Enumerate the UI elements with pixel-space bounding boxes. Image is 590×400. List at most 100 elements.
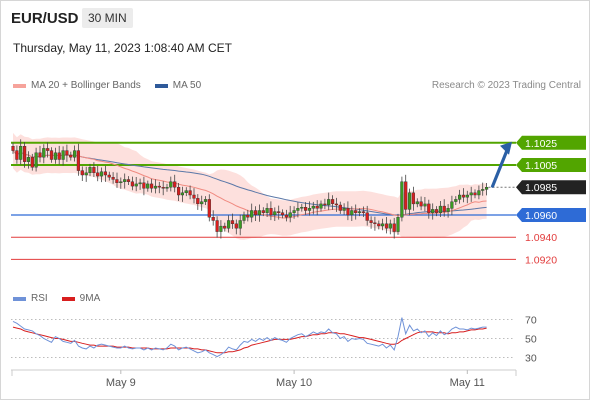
candle-body [215,220,219,232]
rsi-ma-legend-label: 9MA [79,293,101,304]
candle-body [331,199,335,204]
candle-body [84,172,88,176]
candle-body [153,185,158,189]
level-tag-1-0985-group: 1.0985 [516,180,586,195]
candle-body [146,183,150,189]
candle-body [346,208,350,216]
level-tag-1-1005-box [516,158,586,172]
candle-body [261,210,265,213]
candle-body [392,223,396,232]
candle-body [107,174,111,178]
candle-body [38,152,42,158]
candle-body [180,192,184,196]
candle-body [138,182,142,185]
candle-body [280,212,285,216]
candle-body [211,216,215,221]
rsi-legend: RSI 9MA [13,293,100,304]
candle-body [119,181,123,183]
candle-body [454,199,458,202]
candle-body [300,206,304,209]
candle-body [361,211,365,213]
candle-body [96,172,100,177]
copyright-text: Research © 2023 Trading Central [431,80,581,91]
candle-body [149,183,154,189]
candle-body [469,192,473,196]
candle-body [80,170,84,176]
candle-body [365,212,369,221]
candle-body [157,185,161,188]
candle-body [49,150,54,160]
candle-body [26,157,30,162]
candle-body [196,198,200,205]
candle-body [442,205,446,212]
candle-body [434,209,439,213]
candle-body [11,145,15,151]
candle-body [450,201,454,209]
ma50-legend-swatch [154,83,168,88]
candle-body [396,216,400,232]
candle-body [427,203,431,213]
level-tag-1-1005-group: 1.1005 [516,158,586,172]
candle-body [103,171,107,176]
candle-body [111,176,115,180]
level-tag-1-1025-group: 1.1025 [516,135,586,150]
candle-body [357,211,362,213]
candle-body [384,223,389,229]
level-tag-1-0920: 1.0920 [525,254,557,266]
candle-body [169,181,173,188]
candle-body [246,214,250,218]
candle-body [327,199,331,206]
candle-body [76,150,80,171]
candle-body [431,209,435,213]
candle-body [369,220,373,223]
candle-body [130,181,134,187]
x-axis-label: May 11 [450,377,485,389]
candle-body [481,189,485,191]
level-tag-1-1025: 1.1025 [525,138,557,150]
level-tag-1-0960-group: 1.0960 [516,208,586,222]
candle-body [307,208,312,211]
candle-body [176,186,181,196]
candle-body [273,211,277,216]
x-axis-label: May 9 [106,377,136,389]
rsi-level-label-50: 50 [525,334,537,346]
candle-body [323,203,327,206]
candle-body [292,210,296,213]
candle-body [61,150,65,160]
candle-body [465,194,469,198]
candle-body [226,220,231,229]
candle-body [419,201,423,207]
candle-body [381,223,385,227]
rsi-legend-label: RSI [31,293,48,304]
candle-body [238,220,242,229]
rsi-ma-legend-swatch [61,296,75,301]
candle-body [423,203,427,207]
candle-body [161,186,165,189]
candle-body [388,223,392,229]
candle-body [415,201,419,205]
ma20-line [12,150,487,219]
candle-body [69,154,73,158]
rsi-legend-swatch [13,296,26,301]
level-tag-1-0960: 1.0960 [525,210,557,222]
candle-body [173,181,177,188]
timeframe-badge[interactable]: 30 MIN [82,8,133,28]
candle-body [342,208,346,211]
candle-body [126,179,131,182]
candle-body [223,225,227,229]
level-tag-1-0985: 1.0985 [525,182,557,194]
candle-body [46,148,50,151]
candle-body [311,205,315,209]
candle-body [203,199,208,202]
candle-body [446,208,450,212]
candle-body [473,192,477,196]
candle-body [207,199,211,218]
candle-body [219,225,223,232]
projection-arrow [491,146,510,188]
candle-body [165,186,169,189]
candle-body [184,190,188,194]
rsi-level-label-30: 30 [525,353,537,365]
candle-body [230,220,235,224]
candle-body [338,204,342,211]
candle-body [350,210,354,216]
